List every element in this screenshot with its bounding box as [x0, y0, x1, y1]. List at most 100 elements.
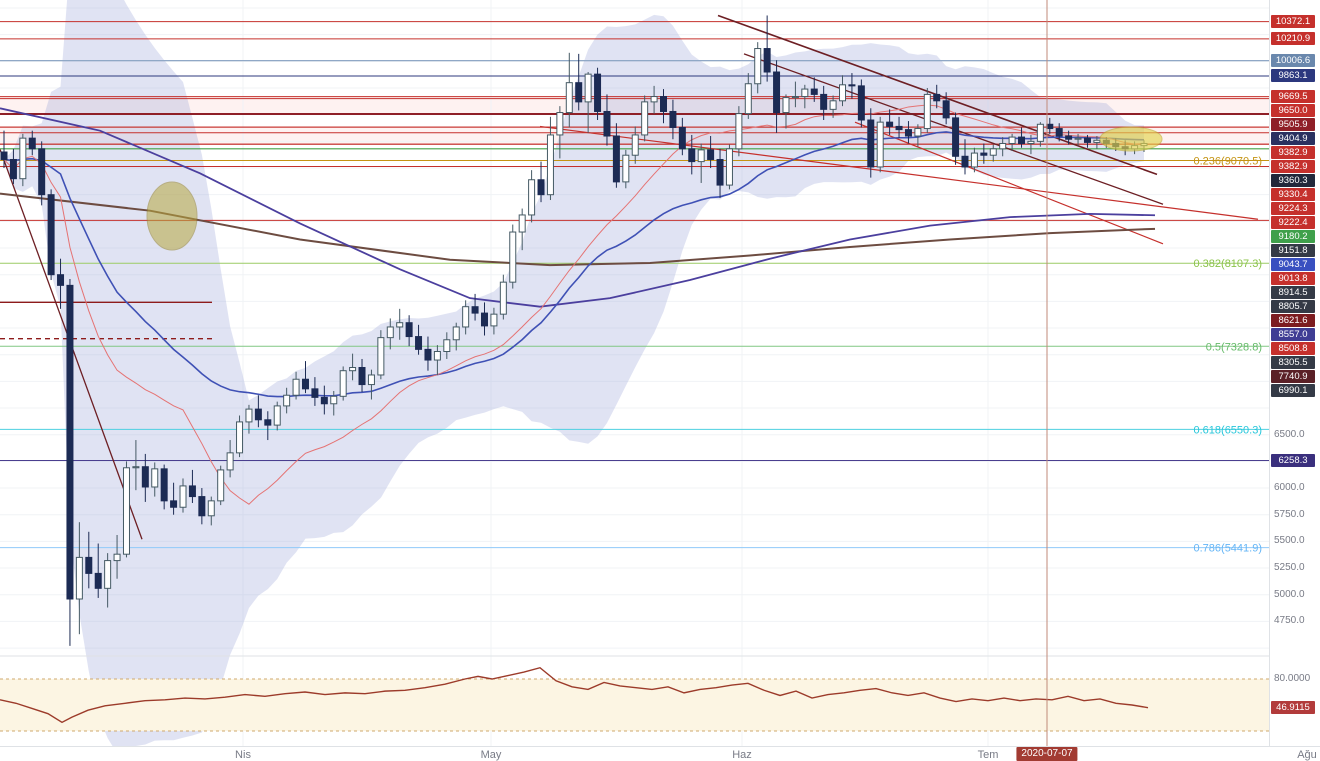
- price-badge: 9382.9: [1271, 146, 1315, 160]
- price-badge: 10210.9: [1271, 32, 1315, 46]
- candle-body: [254, 408, 262, 421]
- main-chart[interactable]: 0.236(9070.5) 0.382(8107.3) 0.5(7328.8) 0.6…: [0, 0, 1269, 746]
- candle-body: [876, 121, 884, 168]
- time-axis-label: Nis: [235, 749, 251, 761]
- candle-body: [424, 348, 432, 361]
- candle-body: [650, 96, 658, 103]
- price-badge: 6258.3: [1271, 453, 1315, 467]
- candle-body: [584, 73, 592, 103]
- candle-body: [499, 281, 507, 315]
- price-badge: 8914.5: [1271, 286, 1315, 300]
- candle-body: [782, 97, 790, 114]
- candle-body: [1018, 136, 1026, 144]
- candle-body: [28, 137, 36, 150]
- candle-body: [537, 179, 545, 196]
- indicator-level-label: 80.0000: [1274, 673, 1311, 684]
- candle-body: [339, 370, 347, 397]
- price-tick-label: 5250.0: [1274, 562, 1305, 574]
- candle-body: [999, 142, 1007, 150]
- candle-body: [716, 158, 724, 186]
- candle-body: [1027, 140, 1035, 144]
- candle-body: [546, 134, 554, 196]
- price-axis[interactable]: 6500.0 6000.0 5750.0 5500.0 5250.0 5000.0 4750…: [1269, 0, 1320, 746]
- candle-body: [377, 337, 385, 376]
- fib-label: 0.236(9070.5): [1194, 155, 1263, 167]
- price-badge: 9863.1: [1271, 69, 1315, 83]
- indicator-band: [0, 679, 1269, 731]
- price-badge: 9404.9: [1271, 132, 1315, 146]
- candle-body: [132, 466, 140, 469]
- candle-body: [612, 135, 620, 183]
- fib-label: 0.382(8107.3): [1194, 258, 1263, 270]
- candle-body: [867, 119, 875, 168]
- price-badge: 9505.9: [1271, 118, 1315, 132]
- indicator-line: [0, 666, 1149, 724]
- candle-body: [886, 121, 894, 127]
- candle-body: [480, 312, 488, 327]
- candle-body: [594, 73, 602, 112]
- highlight-ellipse[interactable]: [146, 181, 198, 251]
- candle-body: [1093, 139, 1101, 143]
- candle-body: [160, 468, 168, 502]
- candle-body: [0, 151, 8, 160]
- candle-body: [763, 48, 771, 73]
- highlight-ellipse[interactable]: [1099, 126, 1163, 152]
- price-badge: 9151.8: [1271, 244, 1315, 258]
- price-badge: 9669.5: [1271, 90, 1315, 104]
- price-badge: 9222.4: [1271, 216, 1315, 230]
- fib-label: 0.5(7328.8): [1206, 341, 1262, 353]
- candle-body: [273, 405, 281, 426]
- candle-body: [9, 158, 17, 180]
- candle-body: [744, 83, 752, 115]
- candle-body: [141, 466, 149, 488]
- candle-body: [735, 113, 743, 150]
- price-badge: 9180.2: [1271, 230, 1315, 244]
- ma-brown[interactable]: [0, 192, 1156, 267]
- candle-body: [942, 100, 950, 119]
- candle-body: [85, 556, 93, 574]
- candle-body: [509, 231, 517, 283]
- candle-body: [1074, 137, 1082, 140]
- time-axis-label: Ağu: [1297, 749, 1317, 761]
- candle-body: [952, 117, 960, 157]
- candle-body: [283, 394, 291, 407]
- price-tick-label: 5750.0: [1274, 508, 1305, 520]
- candle-body: [1046, 123, 1054, 130]
- candle-body: [660, 96, 668, 112]
- time-axis-label: Tem: [977, 749, 999, 761]
- trend-line[interactable]: [854, 121, 1164, 245]
- time-axis[interactable]: Nis May Haz Tem Ağu 2020-07-07: [0, 746, 1320, 761]
- candle-body: [292, 378, 300, 396]
- trend-line[interactable]: [539, 125, 1259, 220]
- price-badge: 8805.7: [1271, 300, 1315, 314]
- candle-body: [94, 572, 102, 589]
- price-badge: 9013.8: [1271, 272, 1315, 286]
- candle-body: [839, 84, 847, 102]
- candle-body: [556, 112, 564, 136]
- time-axis-label: Haz: [732, 749, 752, 761]
- price-badge: 10372.1: [1271, 15, 1315, 29]
- ma-indigo[interactable]: [0, 107, 1156, 308]
- candle-body: [1065, 135, 1073, 140]
- candle-body: [104, 560, 112, 589]
- price-badge: 9650.0: [1271, 104, 1315, 118]
- candle-body: [320, 396, 328, 405]
- candle-body: [773, 71, 781, 114]
- candle-body: [961, 155, 969, 168]
- candle-body: [1055, 128, 1063, 137]
- candle-body: [179, 485, 187, 508]
- candle-body: [923, 93, 931, 130]
- candle-body: [603, 110, 611, 137]
- candle-body: [565, 82, 573, 114]
- candle-body: [1083, 137, 1091, 143]
- price-badge: 8508.8: [1271, 342, 1315, 356]
- candle-body: [66, 284, 74, 600]
- bollinger-basis[interactable]: [3, 104, 1145, 505]
- candle-body: [358, 367, 366, 386]
- candle-body: [113, 553, 121, 562]
- candle-body: [678, 126, 686, 150]
- candle-body: [311, 388, 319, 398]
- indicator-value-badge: 46.9115: [1271, 701, 1315, 715]
- price-badge: 9360.3: [1271, 174, 1315, 188]
